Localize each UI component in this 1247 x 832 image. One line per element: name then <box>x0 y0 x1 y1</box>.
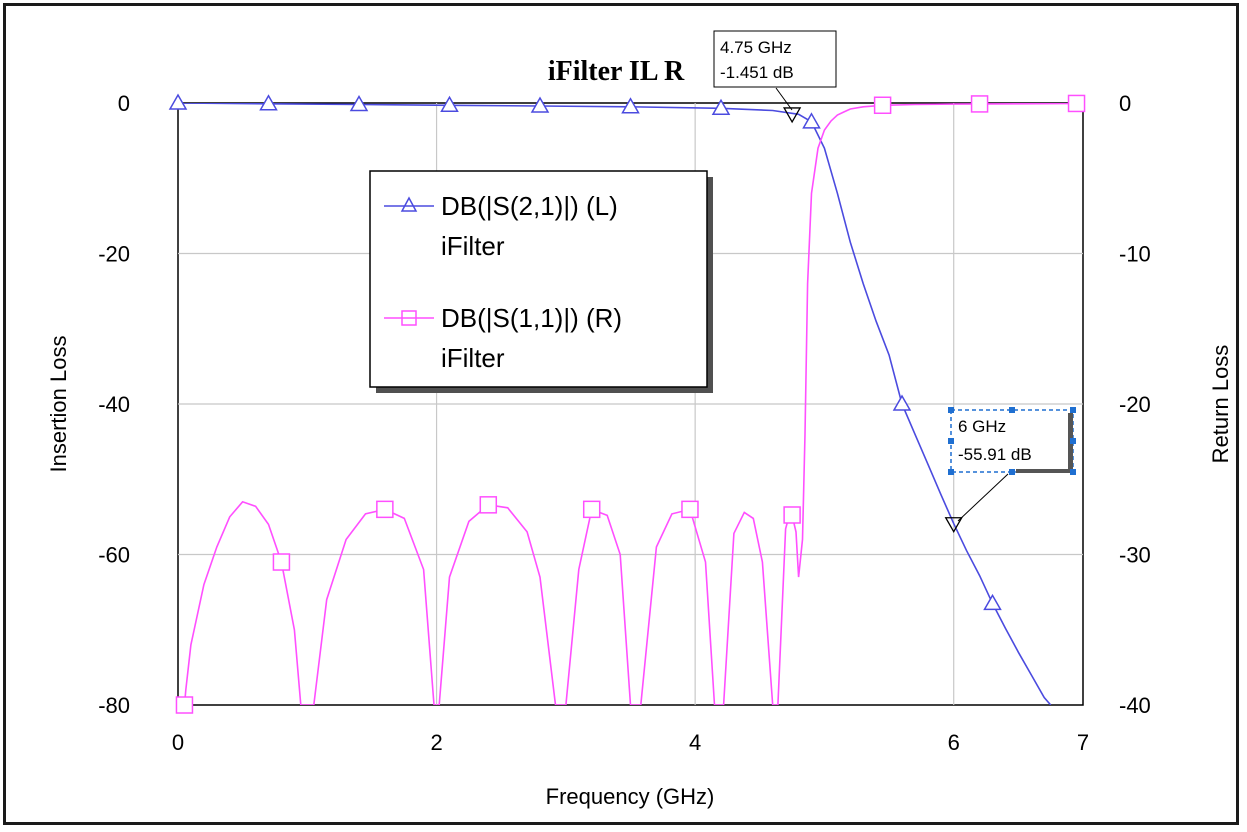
y-right-tick-label-1: -10 <box>1119 242 1151 267</box>
legend-entry-s11: DB(|S(1,1)|) (R) iFilter <box>384 303 622 373</box>
resize-handle-n[interactable] <box>1009 407 1015 413</box>
x-tick-label-1: 2 <box>430 730 442 755</box>
annotation-1-box <box>713 30 837 88</box>
series-0-marker-8 <box>892 394 912 411</box>
series-layer <box>178 103 1077 705</box>
annotation-1-marker-icon <box>782 107 802 124</box>
legend-label-s21-line2: iFilter <box>441 231 505 261</box>
y-left-tick-label-1: -20 <box>98 242 130 267</box>
series-1-marker-8 <box>970 95 989 113</box>
y-right-tick-label-3: -30 <box>1119 543 1151 568</box>
y-axis-right-label: Return Loss <box>1208 345 1233 464</box>
annotation-marker-2[interactable]: 6 GHz -55.91 dB <box>948 407 1076 522</box>
series-0-marker-4 <box>530 96 550 113</box>
y-left-tick-label-0: 0 <box>118 91 130 116</box>
resize-handle-ne[interactable] <box>1070 407 1076 413</box>
y-left-tick-label-4: -80 <box>98 693 130 718</box>
series-1-marker-0 <box>175 696 194 714</box>
x-axis-ticks: 0 2 4 6 7 <box>172 730 1089 755</box>
series-0-marker-3 <box>440 95 459 113</box>
y-right-tick-label-0: 0 <box>1119 91 1131 116</box>
legend-label-s11-line2: iFilter <box>441 343 505 373</box>
resize-handle-sw[interactable] <box>948 469 954 475</box>
series-1-marker-5 <box>681 500 699 519</box>
resize-handle-nw[interactable] <box>948 407 954 413</box>
series-1-marker-2 <box>376 500 394 519</box>
annotation-marker-1: 4.75 GHz -1.451 dB <box>713 30 837 111</box>
series-1-marker-4 <box>582 500 601 519</box>
annotation-2-freq: 6 GHz <box>958 417 1006 436</box>
y-right-tick-label-2: -20 <box>1119 392 1151 417</box>
resize-handle-e[interactable] <box>1070 438 1076 444</box>
annotation-2-value: -55.91 dB <box>958 445 1032 464</box>
chart-frame: 0 2 4 6 7 0 -20 -40 -60 -80 0 -10 -20 -30 -40 iFilte… <box>3 3 1239 825</box>
annotation-1-leader <box>775 87 793 111</box>
series-0-marker-9 <box>983 593 1002 611</box>
series-0-marker-5 <box>621 97 640 114</box>
legend-triangle-icon <box>400 196 418 212</box>
resize-handle-s[interactable] <box>1009 469 1015 475</box>
y-axis-left-ticks: 0 -20 -40 -60 -80 <box>98 91 130 718</box>
legend-label-s21: DB(|S(2,1)|) (L) <box>441 191 618 221</box>
y-left-tick-label-3: -60 <box>98 543 130 568</box>
annotation-2-leader <box>957 473 1009 522</box>
annotation-1-value: -1.451 dB <box>720 63 794 82</box>
x-tick-label-2: 4 <box>689 730 701 755</box>
y-left-tick-label-2: -40 <box>98 392 130 417</box>
legend-box <box>369 170 708 388</box>
series-1-marker-9 <box>1067 94 1086 113</box>
series-1-marker-3 <box>479 496 498 514</box>
series-line-1 <box>183 103 1077 705</box>
series-line-0 <box>178 103 1052 705</box>
annotation-2-box[interactable] <box>950 409 1074 473</box>
chart-title: iFilter IL R <box>548 56 685 87</box>
y-axis-left-label: Insertion Loss <box>46 336 71 473</box>
legend-entry-s21: DB(|S(2,1)|) (L) iFilter <box>384 191 618 261</box>
legend-square-icon <box>401 310 417 326</box>
series-1-marker-7 <box>873 96 892 115</box>
annotation-1-freq: 4.75 GHz <box>720 38 792 57</box>
x-tick-label-3: 6 <box>948 730 960 755</box>
series-0-marker-6 <box>711 98 731 116</box>
series-0-marker-2 <box>349 94 369 112</box>
series-0-marker-7 <box>802 112 821 129</box>
markers-layer <box>168 93 1086 714</box>
x-tick-label-0: 0 <box>172 730 184 755</box>
legend-label-s11: DB(|S(1,1)|) (R) <box>441 303 622 333</box>
series-0-marker-0 <box>168 93 188 110</box>
series-1-marker-1 <box>272 553 291 571</box>
legend: DB(|S(2,1)|) (L) iFilter DB(|S(1,1)|) (R… <box>369 170 713 393</box>
y-axis-right-ticks: 0 -10 -20 -30 -40 <box>1119 91 1151 718</box>
x-axis-label: Frequency (GHz) <box>546 784 715 809</box>
series-0-marker-1 <box>259 94 278 111</box>
resize-handle-se[interactable] <box>1070 469 1076 475</box>
x-tick-label-4: 7 <box>1077 730 1089 755</box>
resize-handle-w[interactable] <box>948 438 954 444</box>
chart-svg: 0 2 4 6 7 0 -20 -40 -60 -80 0 -10 -20 -30 -40 iFilte… <box>46 30 1233 809</box>
annotation-2-marker-icon <box>944 517 963 534</box>
series-1-marker-6 <box>783 506 801 524</box>
y-right-tick-label-4: -40 <box>1119 693 1151 718</box>
annotation-2-resize-handles[interactable] <box>948 407 1076 475</box>
annotation-2-bottom-bar <box>1016 469 1073 473</box>
